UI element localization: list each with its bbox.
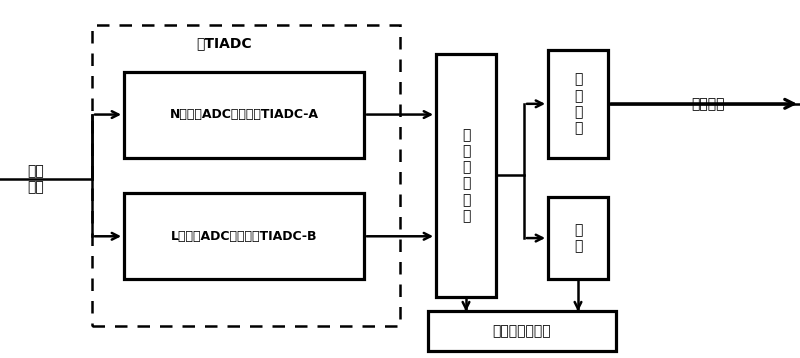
Bar bbox=[428, 311, 616, 351]
Bar bbox=[124, 193, 364, 279]
Text: 算
术
平
均: 算 术 平 均 bbox=[574, 73, 582, 135]
Bar bbox=[548, 197, 608, 279]
Bar bbox=[548, 50, 608, 158]
Text: 失
配
误
差
补
偿: 失 配 误 差 补 偿 bbox=[462, 128, 470, 223]
Bar bbox=[92, 25, 400, 326]
Text: 自适应校准算法: 自适应校准算法 bbox=[493, 324, 551, 338]
Text: 转换输出: 转换输出 bbox=[691, 97, 725, 111]
Text: 求
差: 求 差 bbox=[574, 223, 582, 253]
Text: 总TIADC: 总TIADC bbox=[196, 36, 252, 50]
Text: N个劈分ADC通道的子TIADC-A: N个劈分ADC通道的子TIADC-A bbox=[170, 108, 318, 121]
Bar bbox=[124, 72, 364, 158]
Text: 输入
信号: 输入 信号 bbox=[28, 164, 44, 194]
Text: L个劈分ADC通道的子TIADC-B: L个劈分ADC通道的子TIADC-B bbox=[170, 230, 318, 243]
Bar bbox=[436, 54, 496, 297]
